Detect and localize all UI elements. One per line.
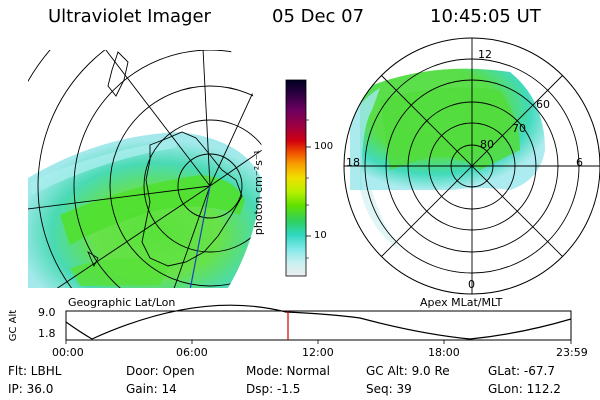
glon-info: GLon: 112.2 [488,382,561,396]
polar-map [343,37,600,295]
colorbar-tick-100: 100 [314,141,334,152]
alt-xtick-0600: 06:00 [176,346,208,359]
geo-aurora-band [60,175,245,245]
colorbar-tick-10: 10 [314,230,327,241]
gc-alt-info: GC Alt: 9.0 Re [366,364,450,378]
date-label: 05 Dec 07 [272,6,365,27]
dsp-info: Dsp: -1.5 [246,382,301,396]
alt-xtick-2359: 23:59 [556,346,588,359]
alt-xtick-1200: 12:00 [302,346,334,359]
mode-info: Mode: Normal [246,364,330,378]
alt-plot-ylabel: GC Alt [8,309,20,342]
mlat-label-70: 70 [512,122,526,135]
geo-aurora-fringe [30,140,180,195]
geo-aurora-band [70,258,170,286]
door-info: Door: Open [126,364,195,378]
apex-caption: Apex MLat/MLT [420,296,503,309]
geographic-map [28,50,262,288]
glat-info: GLat: -67.7 [488,364,555,378]
alt-ytick-high: 9.0 [38,306,56,319]
mlat-label-60: 60 [536,98,550,111]
altitude-curve [65,304,572,340]
colorbar [285,79,311,277]
polar-aurora-fringe [350,88,380,190]
coastline [87,251,99,267]
time-label: 10:45:05 UT [430,6,541,27]
mlt-label-18: 18 [346,156,360,169]
alt-ytick-low: 1.8 [38,327,56,340]
coastline [107,51,129,97]
mlat-label-80: 80 [480,138,494,151]
filter-info: Flt: LBHL [8,364,62,378]
alt-xtick-1800: 18:00 [428,346,460,359]
mlt-label-6: 6 [576,156,583,169]
gain-info: Gain: 14 [126,382,177,396]
mlt-label-12: 12 [478,48,492,61]
coastline [141,131,243,267]
terminator-line [189,185,211,288]
altitude-plot [65,304,572,344]
seq-info: Seq: 39 [366,382,412,396]
mlt-label-0: 0 [468,278,475,291]
ip-info: IP: 36.0 [8,382,54,396]
alt-xtick-0000: 00:00 [52,346,84,359]
colorbar-unit-label: photon cm⁻²s⁻¹ [252,149,266,236]
instrument-title: Ultraviolet Imager [48,6,211,27]
geographic-caption: Geographic Lat/Lon [68,296,176,309]
